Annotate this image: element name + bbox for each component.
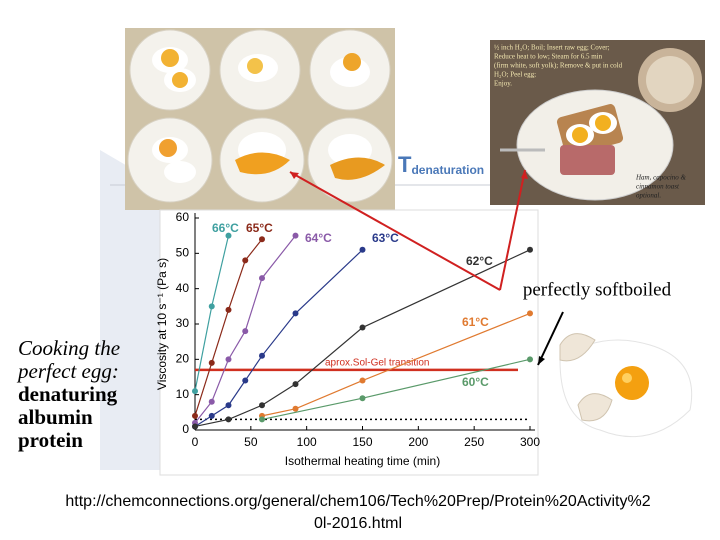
series-label: 62°C [466,254,493,268]
data-point [359,377,366,384]
data-point [292,405,299,412]
data-point [527,310,533,317]
recipe-line: Reduce heat to low; Steam for 6.5 min [494,53,603,61]
t-subscript: denaturation [411,163,484,177]
url-line: http://chemconnections.org/general/chem1… [65,493,650,510]
reference-label: aprox.Sol-Gel transition [325,358,430,369]
series-label: 64°C [305,231,332,245]
y-tick-label: 30 [176,316,190,330]
arrow-egg [537,311,564,366]
series-label: 61°C [462,315,489,329]
series-label: 63°C [372,231,399,245]
y-tick-label: 0 [182,422,189,436]
data-point [359,395,366,402]
side-note-line: optional. [636,192,661,200]
data-point [259,236,265,243]
photo-egg [559,333,693,438]
recipe-line: H₂O; Peel egg; [494,71,536,79]
data-point [208,412,215,419]
recipe-line: (firm white, soft yolk); Remove & put in… [494,62,623,70]
series-label: 66°C [212,221,239,235]
caption-italic: perfect egg: [16,359,119,383]
x-tick-label: 250 [464,435,484,449]
y-tick-label: 10 [176,387,190,401]
decor [100,150,160,470]
caption-bold: denaturing [18,382,118,406]
url: http://chemconnections.org/general/chem1… [65,493,650,532]
data-point [527,246,533,253]
data-point [225,232,232,239]
chart: 0 50 100 150 200 250 300 0 10 20 30 40 50 60 Isotherma… [155,210,540,468]
side-note-line: Ham, capocino & [635,174,687,182]
t-denaturation: Tdenaturation [398,152,484,177]
data-point [225,416,232,423]
series-line [194,249,531,428]
arrow-head [538,356,545,365]
y-tick-label: 20 [176,352,190,366]
data-point [242,328,249,335]
data-point [259,352,265,359]
series-line [194,235,296,424]
recipe-line: Enjoy. [494,80,512,88]
data-point [192,423,198,430]
data-point [208,359,215,366]
data-point [292,381,299,388]
photo-eggs-bowls [125,28,395,210]
data-point [359,246,366,253]
y-tick-label: 40 [176,281,190,295]
x-tick-label: 100 [297,435,317,449]
data-point [259,402,265,409]
recipe: ½ inch H₂O; Boil; Insert raw egg; Cover;… [494,44,623,88]
x-tick-label: 200 [408,435,428,449]
x-tick-label: 50 [244,435,258,449]
side-note-line: cinnamon toast [636,183,680,191]
data-point [225,402,232,409]
y-tick-label: 50 [176,246,190,260]
series-label: 65°C [246,221,273,235]
data-point [359,324,366,331]
url-line: 0l-2016.html [314,515,402,532]
data-point [192,388,198,395]
data-point [225,356,232,363]
series-line [261,312,531,417]
x-tick-label: 0 [192,435,199,449]
data-point [292,310,299,317]
data-point [208,398,215,405]
recipe-line: ½ inch H₂O; Boil; Insert raw egg; Cover; [494,44,610,52]
y-axis-label: Viscosity at 10 s⁻¹ (Pa s) [155,258,169,390]
data-point [259,275,265,282]
data-point [225,306,232,313]
x-tick-label: 150 [352,435,372,449]
data-point [527,356,533,363]
t-label: T [398,152,412,177]
x-tick-label: 300 [520,435,540,449]
label-softboiled: perfectly softboiled [523,279,672,300]
data-point [242,377,249,384]
caption-italic: Cooking the [18,336,120,360]
arrows [289,169,526,291]
data-point [242,257,249,264]
caption-bold: albumin [18,405,93,429]
data-point [192,412,198,419]
photo-breakfast [490,40,705,205]
caption-bold: protein [18,428,83,452]
data-point [259,416,265,423]
chart-frame [159,209,539,476]
y-tick-label: 60 [176,210,190,224]
data-point [208,303,215,310]
data-point [292,232,299,239]
series-label: 60°C [462,375,489,389]
x-axis-label: Isothermal heating time (min) [285,454,440,468]
